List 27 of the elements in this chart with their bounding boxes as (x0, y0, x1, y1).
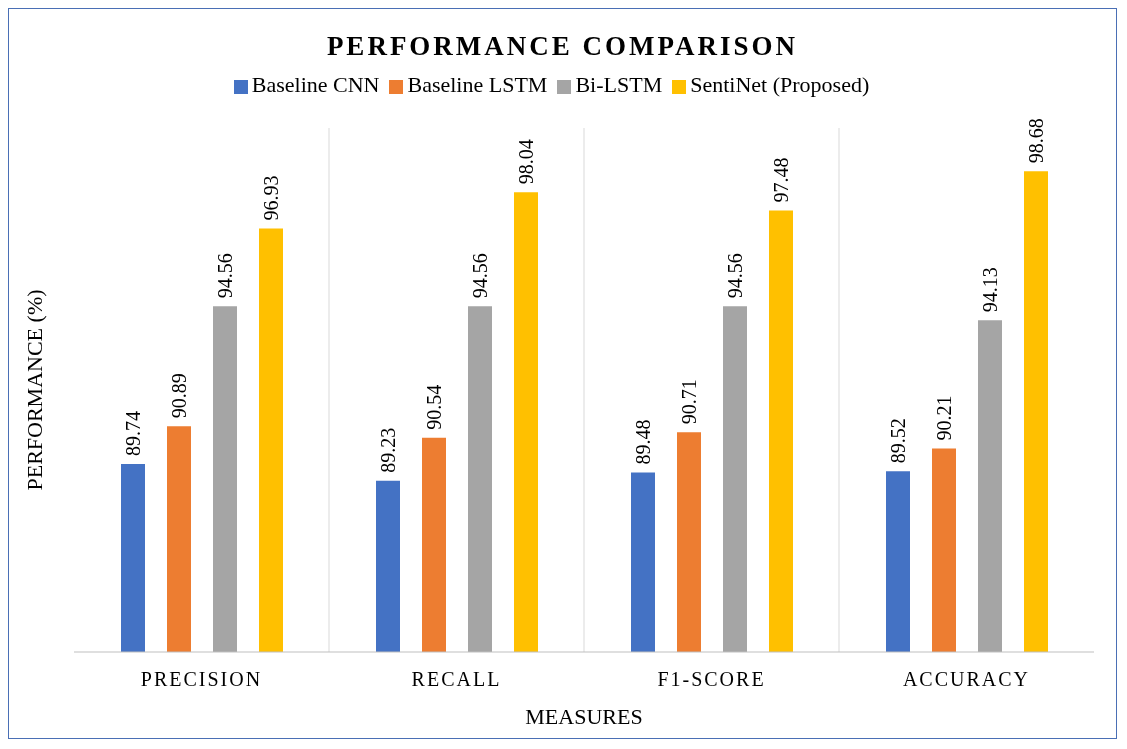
data-label: 90.54 (423, 384, 445, 430)
data-label: 89.52 (887, 418, 909, 464)
legend-label: SentiNet (Proposed) (690, 72, 870, 97)
data-label: 96.93 (260, 175, 282, 221)
data-label: 94.56 (724, 253, 746, 299)
x-tick-label: F1-SCORE (657, 668, 766, 691)
x-tick-label: PRECISION (140, 668, 263, 691)
data-label: 98.04 (515, 139, 537, 185)
data-label: 89.23 (377, 427, 399, 473)
legend-label: Bi-LSTM (575, 72, 663, 97)
data-label: 89.48 (632, 419, 654, 465)
data-label: 97.48 (770, 157, 792, 203)
data-label: 90.89 (168, 373, 190, 419)
x-tick-label: RECALL (411, 668, 502, 691)
y-axis-title: PERFORMANCE (%) (21, 289, 47, 491)
legend-label: Baseline LSTM (407, 72, 548, 97)
data-label: 94.56 (469, 253, 491, 299)
data-label: 90.71 (678, 379, 700, 425)
chart-title: PERFORMANCE COMPARISON (325, 31, 800, 62)
x-tick-label: ACCURACY (902, 668, 1031, 691)
data-label: 98.68 (1025, 118, 1047, 164)
x-axis-title: MEASURES (525, 703, 643, 729)
data-label: 90.21 (933, 395, 955, 441)
legend-label: Baseline CNN (251, 72, 380, 97)
data-label: 94.56 (214, 253, 236, 299)
data-label: 94.13 (979, 267, 1001, 313)
data-label: 89.74 (122, 411, 144, 457)
